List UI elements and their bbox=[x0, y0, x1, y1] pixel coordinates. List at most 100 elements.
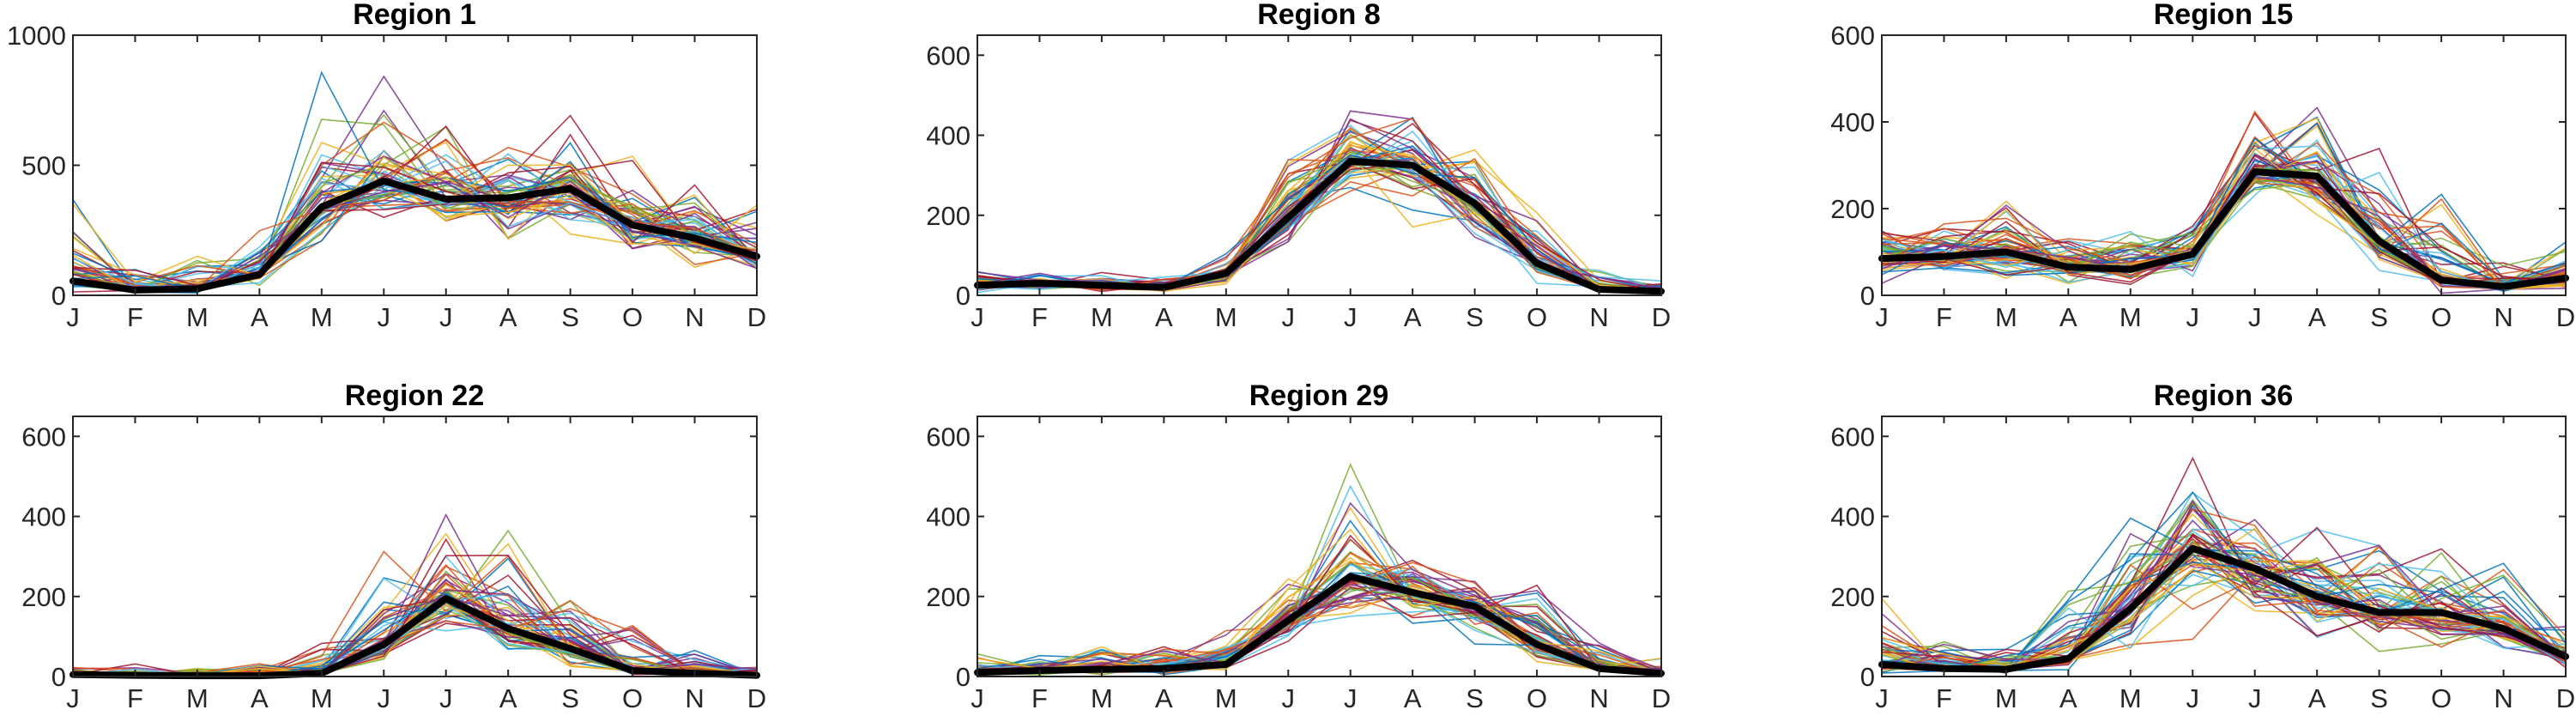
x-tick-label: M bbox=[2119, 683, 2142, 713]
x-tick-label: N bbox=[1589, 302, 1608, 332]
y-tick-label: 200 bbox=[926, 582, 971, 612]
x-tick-label: F bbox=[127, 683, 143, 713]
x-tick-label: D bbox=[1652, 683, 1671, 713]
x-tick-label: S bbox=[1466, 302, 1484, 332]
y-tick-label: 0 bbox=[956, 662, 971, 692]
panel-title: Region 1 bbox=[353, 0, 476, 31]
x-tick-label: J bbox=[1282, 302, 1296, 332]
y-tick-label: 400 bbox=[1830, 502, 1875, 532]
y-tick-label: 0 bbox=[1860, 281, 1875, 311]
mean-line bbox=[70, 177, 760, 294]
x-tick-label: M bbox=[311, 683, 333, 713]
panel-title: Region 29 bbox=[1249, 379, 1388, 412]
y-tick-label: 400 bbox=[21, 502, 66, 532]
y-tick-label: 600 bbox=[1830, 21, 1875, 51]
x-tick-label: M bbox=[1091, 683, 1113, 713]
plot-area bbox=[974, 110, 1665, 295]
ensemble-line bbox=[1882, 110, 2566, 290]
x-tick-label: A bbox=[499, 683, 517, 713]
x-tick-label: O bbox=[622, 302, 643, 332]
axes-box bbox=[72, 34, 758, 296]
x-tick-label: S bbox=[561, 683, 579, 713]
panel-title: Region 15 bbox=[2154, 0, 2293, 31]
ensemble-line bbox=[1882, 456, 2566, 670]
plot-area bbox=[1878, 456, 2569, 674]
panel-region-1: Region 1 J F M A M J J A S O N D 0 500 1000 bbox=[7, 0, 766, 332]
x-tick-label: O bbox=[1527, 683, 1547, 713]
x-tick-label: J bbox=[2186, 683, 2200, 713]
x-tick-label: J bbox=[2248, 302, 2262, 332]
x-tick-label: M bbox=[1995, 683, 2017, 713]
x-tick-label: D bbox=[747, 302, 766, 332]
panel-region-36: Region 36 J F M A M J J A S O N D 0 200 400 600 bbox=[1830, 379, 2575, 713]
y-tick-label: 600 bbox=[21, 422, 66, 452]
x-tick-label: J bbox=[971, 302, 984, 332]
y-tick-label: 0 bbox=[956, 281, 971, 311]
plot-area bbox=[70, 70, 760, 294]
plot-area bbox=[1878, 106, 2569, 294]
x-tick-label: O bbox=[2431, 302, 2452, 332]
mean-line bbox=[1878, 544, 2569, 673]
ensemble-line bbox=[1882, 147, 2566, 291]
x-tick-label: N bbox=[685, 302, 704, 332]
x-tick-label: O bbox=[2431, 683, 2452, 713]
y-tick-label: 1000 bbox=[7, 21, 66, 51]
x-tick-label: A bbox=[251, 683, 269, 713]
y-tick-label: 400 bbox=[926, 121, 971, 151]
x-tick-label: J bbox=[1875, 683, 1889, 713]
y-tick-label: 400 bbox=[926, 502, 971, 532]
x-tick-label: M bbox=[1995, 302, 2017, 332]
y-tick-label: 0 bbox=[51, 662, 66, 692]
ensemble-line bbox=[73, 187, 757, 289]
x-tick-label: F bbox=[1031, 302, 1048, 332]
mean-line bbox=[974, 573, 1665, 677]
x-tick-label: A bbox=[251, 302, 269, 332]
mean-line bbox=[974, 157, 1665, 295]
x-tick-label: D bbox=[1652, 302, 1671, 332]
x-tick-label: O bbox=[1527, 302, 1547, 332]
y-tick-label: 0 bbox=[51, 281, 66, 311]
ensemble-line bbox=[1882, 561, 2566, 670]
x-tick-label: J bbox=[2248, 683, 2262, 713]
x-tick-label: N bbox=[1589, 683, 1608, 713]
y-tick-label: 0 bbox=[1860, 662, 1875, 692]
x-tick-label: M bbox=[1215, 683, 1237, 713]
x-tick-label: J bbox=[439, 683, 453, 713]
x-tick-label: J bbox=[439, 302, 453, 332]
x-tick-label: M bbox=[1091, 302, 1113, 332]
panel-region-8: Region 8 J F M A M J J A S O N D 0 200 400 600 bbox=[926, 0, 1671, 332]
x-tick-label: F bbox=[1031, 683, 1048, 713]
x-tick-label: A bbox=[2059, 302, 2077, 332]
x-tick-label: A bbox=[1404, 302, 1422, 332]
x-tick-label: M bbox=[2119, 302, 2142, 332]
panel-region-15: Region 15 J F M A M J J A S O N D 0 200 400 600 bbox=[1830, 0, 2575, 332]
x-tick-label: A bbox=[2308, 302, 2326, 332]
x-tick-label: J bbox=[1282, 683, 1296, 713]
x-tick-label: A bbox=[1404, 683, 1422, 713]
x-tick-label: J bbox=[2186, 302, 2200, 332]
x-tick-label: J bbox=[378, 302, 391, 332]
ensemble-line bbox=[977, 584, 1661, 675]
plot-area bbox=[70, 513, 760, 680]
x-tick-label: J bbox=[66, 683, 80, 713]
x-tick-label: A bbox=[1155, 302, 1173, 332]
x-tick-label: D bbox=[2556, 302, 2575, 332]
x-tick-label: S bbox=[2370, 302, 2388, 332]
axes-box bbox=[977, 416, 1662, 677]
x-tick-label: D bbox=[2556, 683, 2575, 713]
x-tick-label: D bbox=[747, 683, 766, 713]
mean-line bbox=[1878, 168, 2569, 290]
ensemble-line bbox=[73, 176, 757, 283]
panel-title: Region 8 bbox=[1257, 0, 1381, 31]
y-tick-label: 200 bbox=[1830, 194, 1875, 224]
x-tick-label: N bbox=[2494, 683, 2513, 713]
x-tick-label: A bbox=[2059, 683, 2077, 713]
y-tick-label: 200 bbox=[926, 201, 971, 231]
y-tick-label: 600 bbox=[926, 422, 971, 452]
y-tick-label: 600 bbox=[1830, 422, 1875, 452]
axes-box bbox=[1881, 34, 2567, 296]
axes-box bbox=[977, 34, 1662, 296]
y-tick-label: 400 bbox=[1830, 107, 1875, 137]
x-tick-label: J bbox=[66, 302, 80, 332]
